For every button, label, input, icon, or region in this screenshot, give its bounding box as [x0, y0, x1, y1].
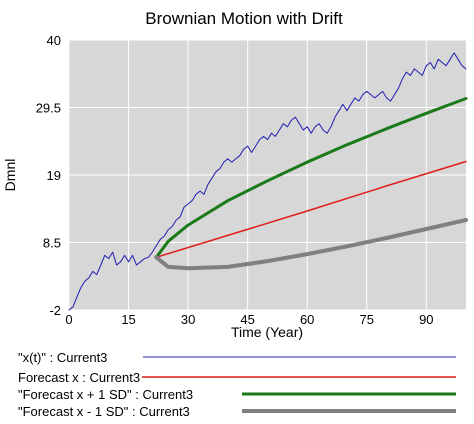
y-tick-label: 8.5: [43, 236, 61, 251]
axis-ticks: 0 15 30 45 60 75 90 -2 8.5 19 29.5 40: [36, 33, 434, 327]
x-tick-label: 90: [419, 312, 433, 327]
y-tick-label: -2: [49, 303, 61, 318]
x-tick-label: 15: [121, 312, 135, 327]
x-tick-label: 75: [360, 312, 374, 327]
y-axis-label: Dmnl: [2, 159, 18, 192]
series-line-forecast: [155, 160, 467, 259]
legend-label-forecast-minus-sd: "Forecast x - 1 SD" : Current3: [18, 404, 190, 419]
x-tick-label: 0: [65, 312, 72, 327]
y-tick-label: 29.5: [36, 101, 61, 116]
legend: "x(t)" : Current3 Forecast x : Current3 "F…: [18, 350, 456, 419]
x-tick-label: 30: [181, 312, 195, 327]
x-axis-label: Time (Year): [231, 324, 303, 340]
y-tick-label: 19: [47, 168, 61, 183]
chart-title: Brownian Motion with Drift: [145, 9, 343, 28]
legend-label-forecast: Forecast x : Current3: [18, 370, 140, 385]
x-tick-label: 60: [300, 312, 314, 327]
series-line-xt: [68, 52, 467, 311]
legend-label-xt: "x(t)" : Current3: [18, 350, 107, 365]
series-line-forecast-minus-sd: [154, 218, 468, 271]
y-tick-label: 40: [47, 33, 61, 48]
grid: [68, 39, 466, 311]
legend-label-forecast-plus-sd: "Forecast x + 1 SD" : Current3: [18, 387, 193, 402]
series-layer: [68, 52, 468, 311]
series-line-forecast-plus-sd: [154, 97, 468, 259]
x-tick-label: 45: [240, 312, 254, 327]
